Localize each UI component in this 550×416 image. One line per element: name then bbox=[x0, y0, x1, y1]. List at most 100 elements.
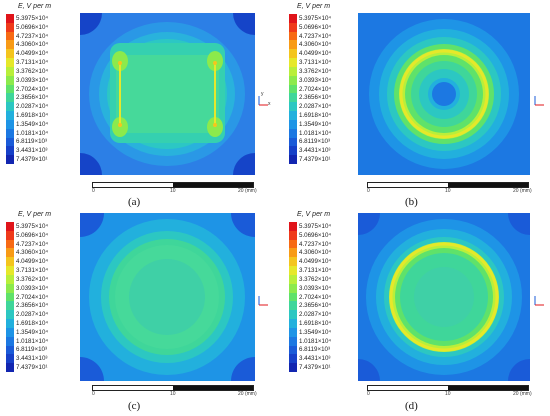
legend-swatch bbox=[289, 22, 297, 33]
scale-bar bbox=[92, 385, 254, 391]
legend-swatch bbox=[289, 40, 297, 50]
legend-tick-label: 2.3656×10⁴ bbox=[299, 302, 332, 310]
legend-swatch bbox=[6, 128, 14, 139]
scale-label-zero: 0 bbox=[92, 188, 95, 194]
legend-swatch bbox=[6, 119, 14, 130]
legend-tick-label: 1.6918×10⁴ bbox=[299, 319, 332, 327]
legend-tick-label: 5.0696×10⁴ bbox=[16, 23, 49, 31]
scale-label-mid: 10 bbox=[445, 391, 451, 397]
legend-swatch bbox=[289, 155, 297, 165]
legend-tick-label: 3.0393×10⁴ bbox=[299, 76, 332, 84]
legend-swatch bbox=[6, 363, 14, 373]
color-legend-bar: 5.3975×10⁴ 5.0696×10⁴ 4.7237×10⁴ 4.3060×10⁴… bbox=[6, 222, 48, 373]
legend-tick-label: 1.0181×10⁴ bbox=[16, 129, 49, 137]
legend-tick-label: 4.0499×10⁴ bbox=[16, 50, 49, 58]
legend-swatch bbox=[6, 66, 14, 77]
legend-swatch bbox=[6, 248, 14, 258]
panel-d: E, V per m 5.3975×10⁴ 5.0696×10⁴ 4.7237×10… bbox=[275, 208, 550, 416]
caption-d: (d) bbox=[405, 400, 418, 412]
legend-tick-label: 2.7024×10⁴ bbox=[16, 85, 49, 93]
legend-swatch bbox=[6, 155, 14, 165]
panel-a: E, V per m 5.3975×10⁴ 5.0696×10⁴ 4.7237×10… bbox=[0, 0, 275, 208]
legend-swatch bbox=[6, 336, 14, 347]
legend-swatch bbox=[289, 336, 297, 347]
legend-tick-label: 1.0181×10⁴ bbox=[299, 129, 332, 137]
axis-label-x: x bbox=[268, 101, 271, 107]
field-plot-a bbox=[80, 13, 255, 175]
legend-swatch bbox=[6, 266, 14, 276]
legend-swatch bbox=[6, 84, 14, 94]
legend-tick-label: 2.0287×10⁴ bbox=[299, 311, 332, 319]
axis-label-y: y bbox=[261, 91, 264, 97]
legend-tick-label: 3.4431×10³ bbox=[299, 147, 331, 155]
legend-tick-label: 7.4379×10¹ bbox=[16, 156, 48, 164]
legend-tick-label: 3.7131×10⁴ bbox=[16, 59, 49, 67]
panel-c: E, V per m 5.3975×10⁴ 5.0696×10⁴ 4.7237×10… bbox=[0, 208, 275, 416]
scale-label-end: 20 (mm) bbox=[513, 391, 532, 397]
legend-tick-label: 3.7131×10⁴ bbox=[16, 267, 49, 275]
legend-tick-label: 4.3060×10⁴ bbox=[16, 41, 49, 49]
legend-swatch bbox=[289, 266, 297, 276]
legend-swatch bbox=[6, 146, 14, 156]
legend-swatch bbox=[6, 137, 14, 147]
scale-bar bbox=[92, 182, 254, 188]
legend-swatch bbox=[289, 301, 297, 311]
field-map-b bbox=[358, 13, 530, 175]
legend-tick-label: 3.4431×10³ bbox=[299, 355, 331, 363]
legend-tick-label: 2.3656×10⁴ bbox=[299, 94, 332, 102]
legend-swatch bbox=[289, 58, 297, 68]
legend-tick-label: 6.8119×10³ bbox=[299, 346, 331, 354]
legend-swatch bbox=[6, 31, 14, 41]
scale-label-mid: 10 bbox=[170, 188, 176, 194]
legend-tick-label: 1.6918×10⁴ bbox=[16, 319, 49, 327]
legend-title: E, V per m bbox=[297, 3, 331, 10]
scale-label-end: 20 (mm) bbox=[238, 188, 257, 194]
legend-tick-label: 6.8119×10³ bbox=[299, 138, 331, 146]
legend-swatch bbox=[289, 137, 297, 147]
legend-swatch bbox=[289, 327, 297, 338]
legend-swatch bbox=[6, 310, 14, 320]
legend-tick-label: 1.3549×10⁴ bbox=[16, 328, 49, 336]
legend-tick-label: 1.3549×10⁴ bbox=[16, 120, 49, 128]
legend-tick-label: 4.3060×10⁴ bbox=[16, 249, 49, 257]
field-plot-d bbox=[358, 213, 530, 381]
legend-swatch bbox=[289, 66, 297, 77]
legend-tick-label: 1.3549×10⁴ bbox=[299, 328, 332, 336]
legend-tick-label: 3.3762×10⁴ bbox=[16, 67, 49, 75]
legend-swatch bbox=[6, 319, 14, 329]
legend-swatch bbox=[6, 345, 14, 355]
legend-swatch bbox=[6, 274, 14, 285]
scale-label-mid: 10 bbox=[445, 188, 451, 194]
legend-title: E, V per m bbox=[18, 3, 52, 10]
legend-swatch bbox=[6, 239, 14, 249]
legend-tick-label: 3.4431×10³ bbox=[16, 147, 48, 155]
legend-tick-label: 3.3762×10⁴ bbox=[16, 275, 49, 283]
field-plot-b bbox=[358, 13, 530, 175]
legend-swatch bbox=[6, 111, 14, 121]
scale-bar bbox=[367, 182, 529, 188]
legend-swatch bbox=[6, 354, 14, 364]
field-map-a bbox=[80, 13, 255, 175]
legend-swatch bbox=[6, 58, 14, 68]
legend-tick-label: 4.0499×10⁴ bbox=[299, 258, 332, 266]
legend-tick-label: 4.7237×10⁴ bbox=[16, 32, 49, 40]
legend-tick-label: 4.7237×10⁴ bbox=[16, 240, 49, 248]
legend-swatch bbox=[289, 93, 297, 103]
legend-tick-label: 6.8119×10³ bbox=[16, 138, 48, 146]
axis-triad-icon bbox=[256, 293, 270, 307]
legend-swatch bbox=[6, 75, 14, 86]
legend-swatch bbox=[289, 239, 297, 249]
legend-tick-label: 5.0696×10⁴ bbox=[16, 231, 49, 239]
legend-swatch bbox=[289, 111, 297, 121]
legend-swatch bbox=[289, 345, 297, 355]
field-map-d bbox=[358, 213, 530, 381]
legend-tick-label: 1.0181×10⁴ bbox=[16, 337, 49, 345]
legend-swatch bbox=[289, 230, 297, 241]
legend-tick-label: 5.0696×10⁴ bbox=[299, 23, 332, 31]
caption-b: (b) bbox=[405, 196, 418, 208]
legend-swatch bbox=[289, 222, 297, 232]
legend-tick-label: 7.4379×10¹ bbox=[299, 156, 331, 164]
legend-tick-label: 5.3975×10⁴ bbox=[299, 222, 332, 230]
scale-label-zero: 0 bbox=[92, 391, 95, 397]
legend-swatch bbox=[289, 31, 297, 41]
